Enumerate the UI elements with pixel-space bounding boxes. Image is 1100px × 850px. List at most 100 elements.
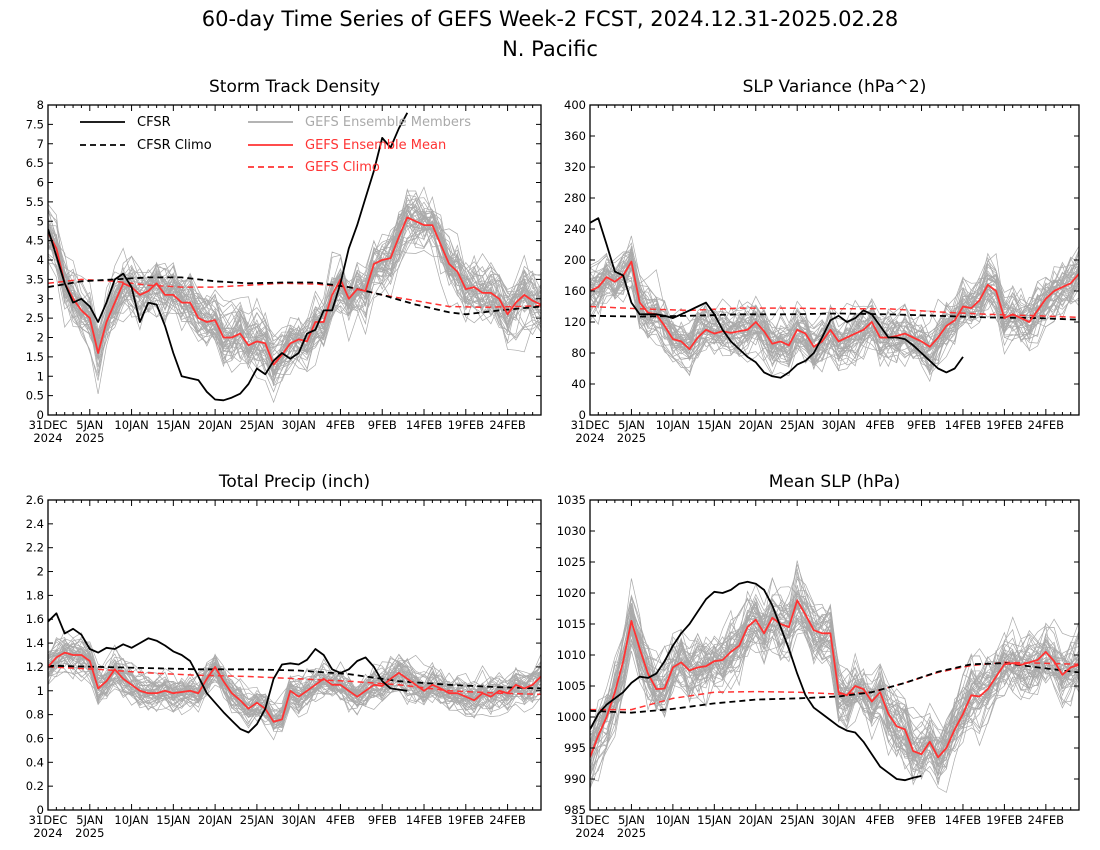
y-tick-label: 0.5 xyxy=(26,389,44,403)
x-tick-label: 25JAN xyxy=(780,813,814,827)
y-tick-label: 400 xyxy=(564,98,586,112)
y-tick-label: 990 xyxy=(564,772,586,786)
ensemble-members xyxy=(48,186,541,404)
x-tick-label: 20JAN xyxy=(739,418,773,432)
plot-frame xyxy=(47,104,542,416)
x-tick-label: 25JAN xyxy=(240,813,274,827)
y-tick-label: 0 xyxy=(37,408,44,422)
plot-area xyxy=(48,612,541,741)
x-tick-label: 20JAN xyxy=(198,418,232,432)
y-tick-label: 5 xyxy=(37,214,44,228)
y-tick-label: 2 xyxy=(37,565,44,579)
y-tick-label: 0.6 xyxy=(26,731,44,745)
ensemble-member-line xyxy=(48,645,541,726)
x-tick-label: 30JAN xyxy=(821,813,855,827)
x-tick-label: 24FEB xyxy=(1028,418,1065,432)
x-tick-label: 19FEB xyxy=(986,813,1023,827)
series-cfsr xyxy=(590,217,964,379)
y-tick-label: 40 xyxy=(571,377,586,391)
x-tick-label: 24FEB xyxy=(1028,813,1065,827)
x-tick-label: 4FEB xyxy=(866,813,895,827)
x-tick-label: 15JAN xyxy=(156,418,190,432)
y-tick-label: 320 xyxy=(564,160,586,174)
series-gefs-climo xyxy=(48,666,541,696)
ensemble-member-line xyxy=(590,255,1079,383)
y-tick-label: 1 xyxy=(37,684,44,698)
x-tick-label: 31DEC xyxy=(29,418,68,432)
y-tick-label: 2.2 xyxy=(26,541,44,555)
y-tick-label: 1025 xyxy=(557,555,586,569)
y-tick-label: 3.5 xyxy=(26,272,44,286)
y-tick-label: 1020 xyxy=(557,586,586,600)
y-tick-label: 360 xyxy=(564,129,586,143)
x-tick-label: 9FEB xyxy=(368,418,397,432)
x-tick-label: 31DEC xyxy=(571,418,610,432)
x-tick-label: 14FEB xyxy=(406,813,443,827)
y-tick-label: 985 xyxy=(564,803,586,817)
ensemble-member-line xyxy=(590,577,1079,781)
y-tick-label: 0 xyxy=(37,803,44,817)
panel-title: SLP Variance (hPa^2) xyxy=(743,77,927,97)
x-tick-label: 5JAN xyxy=(76,418,103,432)
plot-area xyxy=(590,217,1079,383)
series-cfsr-climo xyxy=(590,662,1079,714)
legend-label: CFSR Climo xyxy=(137,138,212,153)
y-tick-label: 5.5 xyxy=(26,195,44,209)
x-tick-year-label: 2024 xyxy=(575,826,604,840)
legend-label: GEFS Climo xyxy=(305,160,380,175)
plot-frame xyxy=(47,499,542,811)
y-tick-label: 2.6 xyxy=(26,493,44,507)
x-tick-label: 14FEB xyxy=(945,813,982,827)
x-tick-year-label: 2025 xyxy=(617,431,646,445)
ensemble-member-line xyxy=(48,663,541,717)
y-tick-label: 4.5 xyxy=(26,234,44,248)
x-tick-label: 25JAN xyxy=(780,418,814,432)
y-tick-label: 120 xyxy=(564,315,586,329)
x-tick-label: 20JAN xyxy=(739,813,773,827)
y-tick-label: 1030 xyxy=(557,524,586,538)
x-tick-label: 30JAN xyxy=(282,813,316,827)
ensemble-member-line xyxy=(48,654,541,717)
x-tick-label: 24FEB xyxy=(489,813,526,827)
ensemble-member-line xyxy=(48,651,541,717)
series-cfsr-climo xyxy=(48,276,541,316)
y-tick-label: 6.5 xyxy=(26,156,44,170)
panels: Storm Track Density 0 0.5 1 1.5 2 2.5 3 3.5 4 4.5 5… xyxy=(26,77,1080,840)
series-cfsr xyxy=(48,612,408,734)
panel-2: SLP Variance (hPa^2) 0 40 80 120 160 200 240 280… xyxy=(564,77,1080,445)
panel-title: Mean SLP (hPa) xyxy=(769,472,901,492)
x-tick-label: 25JAN xyxy=(240,418,274,432)
x-tick-label: 30JAN xyxy=(821,418,855,432)
y-tick-label: 1.6 xyxy=(26,612,44,626)
ensemble-member-line xyxy=(590,601,1079,789)
series-cfsr xyxy=(48,112,409,402)
y-tick-label: 4 xyxy=(37,253,44,267)
x-tick-label: 15JAN xyxy=(697,418,731,432)
y-tick-label: 1.5 xyxy=(26,350,44,364)
ensemble-member-line xyxy=(48,211,541,371)
x-tick-label: 4FEB xyxy=(326,813,355,827)
ensemble-member-line xyxy=(48,228,541,385)
y-tick-label: 1.4 xyxy=(26,636,44,650)
plot-area xyxy=(48,112,541,404)
plot-area xyxy=(590,560,1079,793)
x-tick-label: 14FEB xyxy=(945,418,982,432)
y-tick-label: 240 xyxy=(564,222,586,236)
main-subtitle: N. Pacific xyxy=(502,37,598,61)
y-tick-label: 1035 xyxy=(557,493,586,507)
y-tick-label: 0.2 xyxy=(26,779,44,793)
y-tick-label: 1005 xyxy=(557,679,586,693)
ensemble-members xyxy=(48,629,541,741)
x-tick-label: 19FEB xyxy=(448,813,485,827)
y-tick-label: 7 xyxy=(37,137,44,151)
x-tick-label: 30JAN xyxy=(282,418,316,432)
y-tick-label: 1.8 xyxy=(26,588,44,602)
y-tick-label: 160 xyxy=(564,284,586,298)
x-tick-label: 24FEB xyxy=(489,418,526,432)
ensemble-member-line xyxy=(590,253,1079,368)
x-tick-label: 15JAN xyxy=(156,813,190,827)
ensemble-member-line xyxy=(48,217,541,373)
y-tick-label: 200 xyxy=(564,253,586,267)
x-tick-label: 14FEB xyxy=(406,418,443,432)
